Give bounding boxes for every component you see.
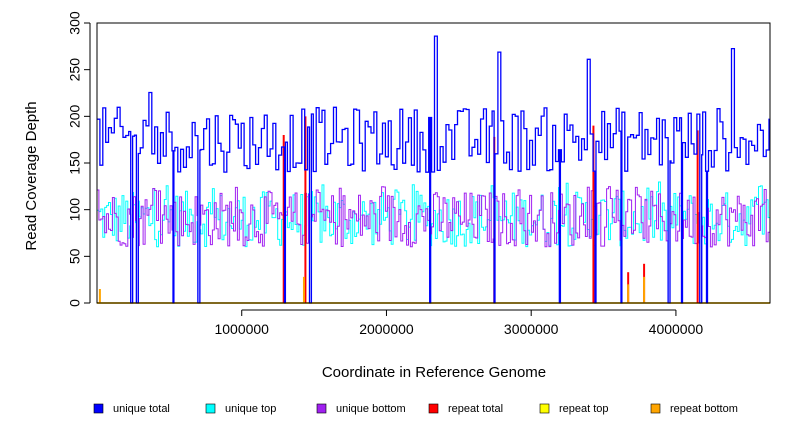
legend-label-repeat-total: repeat total <box>448 403 503 415</box>
y-tick-label-6: 300 <box>67 11 83 35</box>
y-axis-title: Read Coverage Depth <box>23 101 40 250</box>
legend-label-repeat-top: repeat top <box>559 403 609 415</box>
legend-swatch-unique-total <box>93 403 104 414</box>
legend-label-unique-total: unique total <box>113 403 170 415</box>
legend-swatch-repeat-total <box>428 403 439 414</box>
y-tick-label-5: 250 <box>67 58 83 82</box>
series-unique-total-line <box>97 35 770 304</box>
legend-label-repeat-bottom: repeat bottom <box>670 403 738 415</box>
series-layer <box>97 35 771 304</box>
y-tick-label-4: 200 <box>67 104 83 128</box>
legend-swatch-unique-bottom <box>316 403 327 414</box>
legend-label-unique-bottom: unique bottom <box>336 403 406 415</box>
y-tick-label-2: 100 <box>67 198 83 222</box>
x-tick-label-0: 1000000 <box>214 321 269 337</box>
legend-swatch-repeat-bottom <box>650 403 661 414</box>
legend-swatch-unique-top <box>205 403 216 414</box>
x-tick-label-3: 4000000 <box>649 321 704 337</box>
legend: unique total unique top unique bottom repea… <box>93 403 738 415</box>
y-tick-label-0: 0 <box>67 299 83 307</box>
x-tick-label-2: 3000000 <box>504 321 559 337</box>
series-unique-bottom-line <box>97 186 771 304</box>
plot-frame <box>96 22 771 304</box>
y-tick-label-1: 50 <box>67 248 83 264</box>
x-axis-title: Coordinate in Reference Genome <box>322 364 546 381</box>
legend-label-unique-top: unique top <box>225 403 276 415</box>
y-tick-label-3: 150 <box>67 151 83 175</box>
x-tick-label-1: 2000000 <box>359 321 414 337</box>
legend-swatch-repeat-top <box>539 403 550 414</box>
axes-layer: 0 50 100 150 200 250 300 1000000 2000000 3000000 4… <box>67 11 771 337</box>
